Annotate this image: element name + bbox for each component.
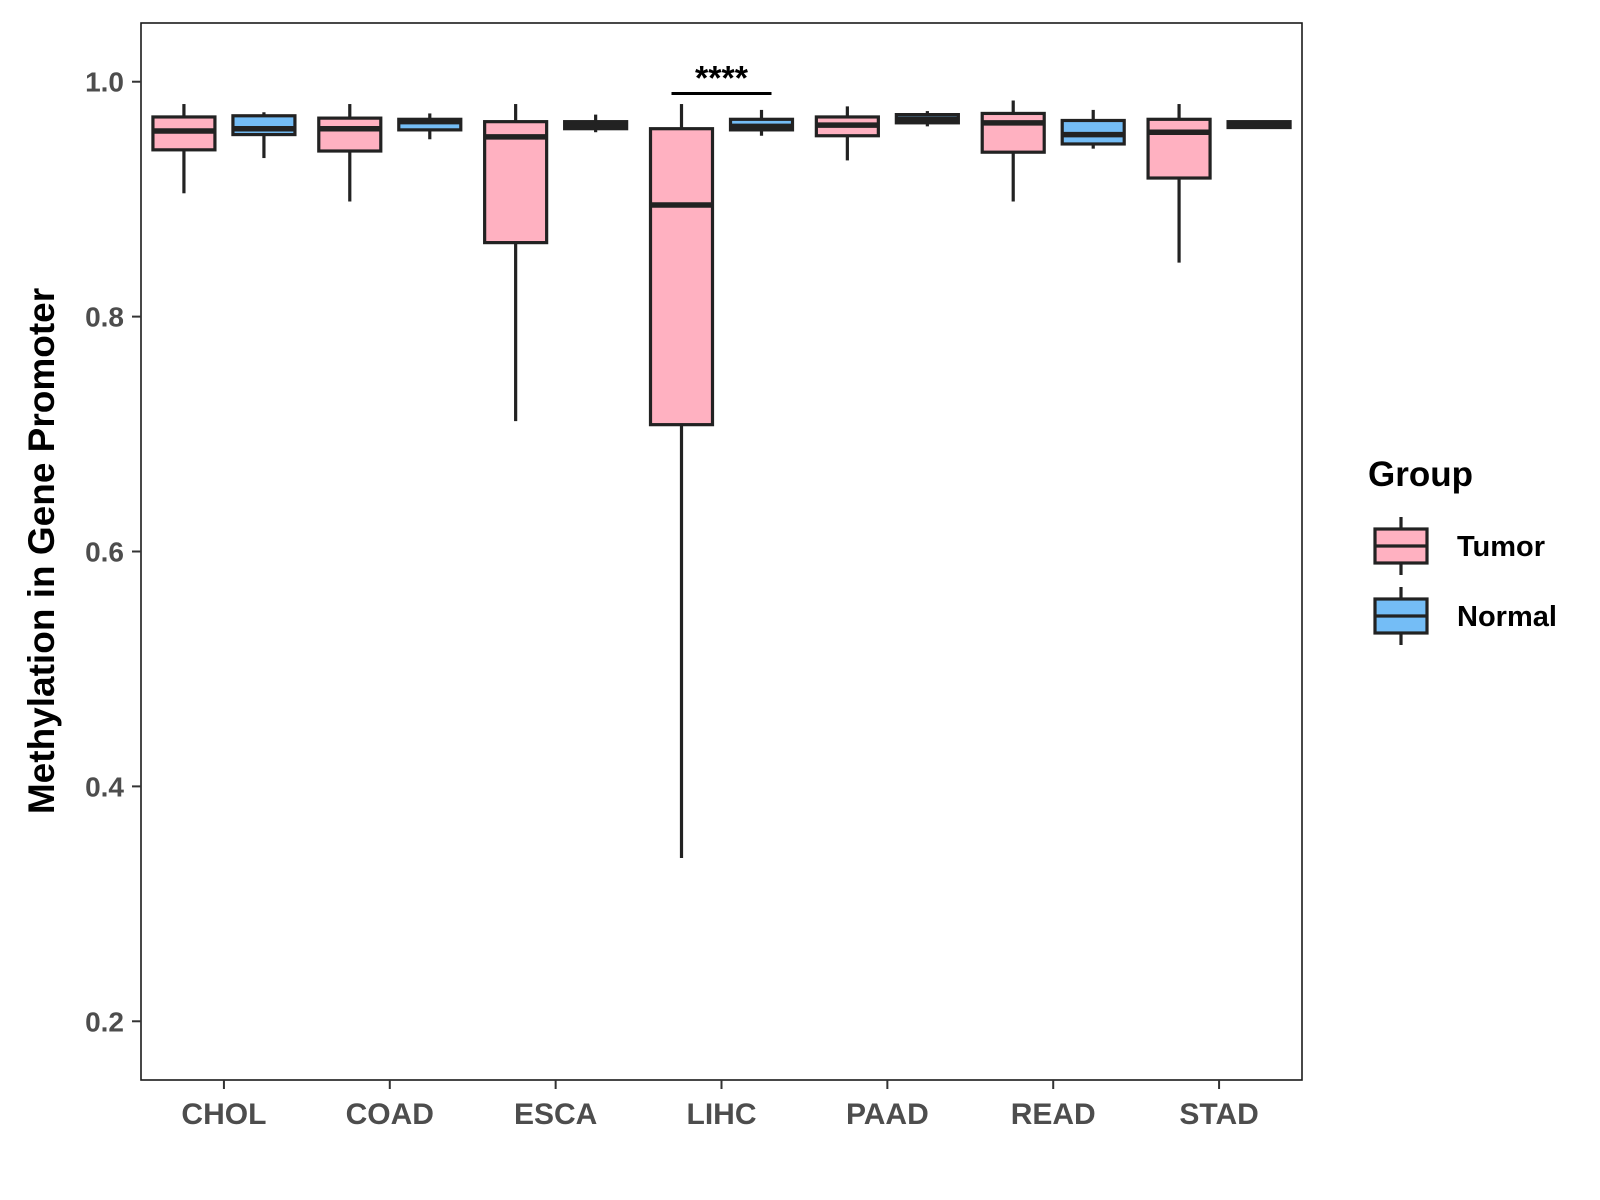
box-lihc-normal: [728, 109, 795, 136]
box-chol-tumor: [151, 104, 217, 194]
x-tick-label-coad: COAD: [346, 1098, 434, 1131]
box-coad-normal: [397, 113, 463, 140]
annotation-layer: ****: [671, 59, 772, 97]
y-tick-label: 0.6: [85, 537, 124, 568]
box-esca-tumor: [483, 104, 549, 422]
y-axis: 0.2 0.4 0.6 0.8 1.0: [85, 67, 141, 1037]
box-body: [483, 120, 549, 245]
y-tick-label: 0.2: [85, 1006, 124, 1037]
x-tick-label-lihc: LIHC: [687, 1098, 757, 1131]
x-tick-label-paad: PAAD: [846, 1098, 929, 1131]
x-tick-label-read: READ: [1011, 1098, 1096, 1131]
box-chol-normal: [231, 112, 297, 159]
x-tick-label-chol: CHOL: [181, 1098, 266, 1131]
box-lihc-tumor: [648, 104, 715, 859]
y-tick-label: 0.4: [85, 771, 124, 802]
x-tick-label-esca: ESCA: [514, 1098, 597, 1131]
box-paad-normal: [894, 111, 960, 127]
box-body: [231, 114, 297, 137]
box-read-tumor: [980, 100, 1046, 202]
plot-panel-border: [140, 22, 1303, 1081]
y-axis-title: Methylation in Gene Promoter: [21, 288, 62, 814]
legend-entry-normal: Normal: [1373, 587, 1557, 645]
legend-entry-tumor: Tumor: [1373, 517, 1545, 575]
boxes-layer: [151, 100, 1292, 859]
significance-label: ****: [695, 59, 749, 97]
box-body: [980, 111, 1046, 154]
box-read-normal: [1060, 109, 1126, 149]
legend: Group Tumor Normal: [1368, 455, 1557, 645]
box-body: [1146, 117, 1212, 180]
box-stad-normal: [1226, 120, 1292, 130]
x-tick-label-stad: STAD: [1179, 1098, 1258, 1131]
legend-label-tumor: Tumor: [1457, 531, 1545, 563]
box-paad-tumor: [814, 106, 880, 161]
legend-entries: Tumor Normal: [1373, 517, 1557, 645]
legend-label-normal: Normal: [1457, 601, 1557, 633]
box-esca-normal: [563, 114, 629, 133]
box-stad-tumor: [1146, 104, 1212, 263]
box-coad-tumor: [317, 104, 383, 202]
legend-title: Group: [1368, 455, 1473, 494]
x-axis: CHOL COAD ESCA LIHC PAAD READ STAD: [181, 1080, 1259, 1131]
y-tick-label: 1.0: [85, 67, 124, 98]
box-body: [648, 127, 715, 427]
y-tick-label: 0.8: [85, 302, 124, 333]
box-body: [317, 116, 383, 153]
